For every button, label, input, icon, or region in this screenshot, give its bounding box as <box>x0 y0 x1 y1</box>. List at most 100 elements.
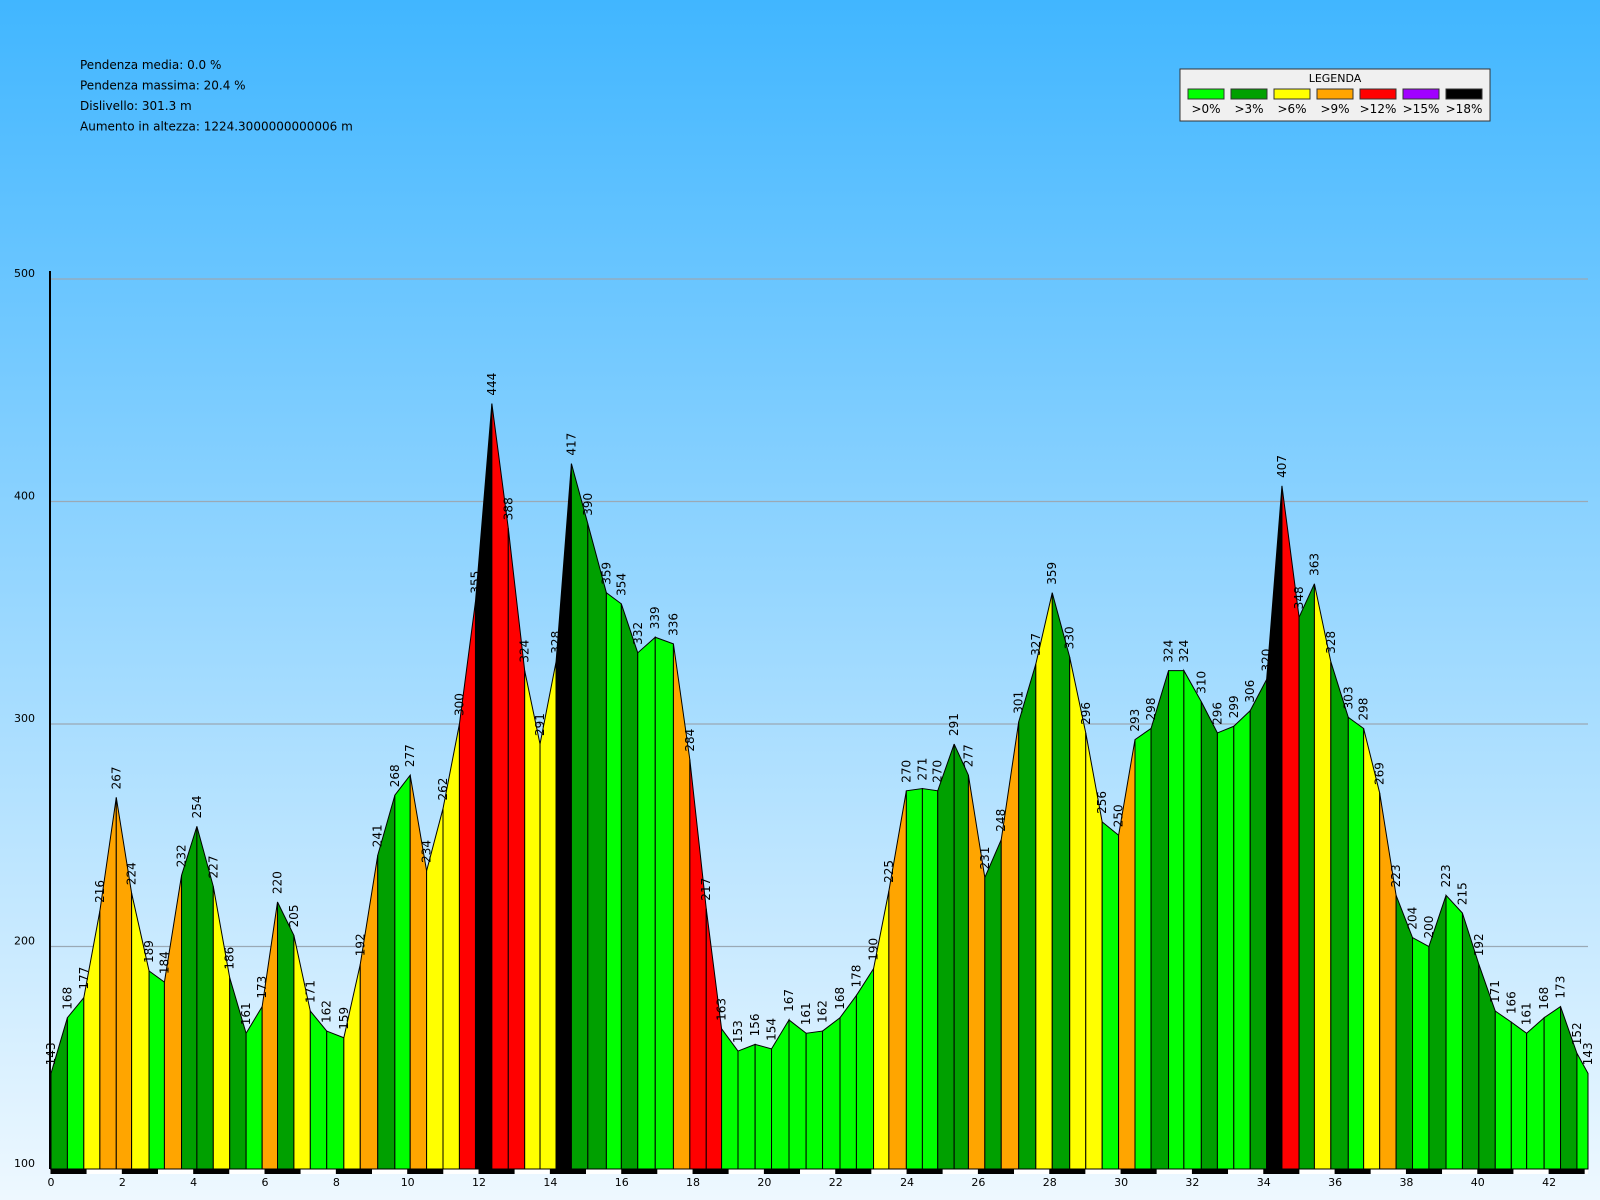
x-axis-band <box>1121 1169 1157 1174</box>
value-label: 153 <box>731 1020 745 1043</box>
value-label: 388 <box>501 497 515 520</box>
value-label: 417 <box>564 433 578 456</box>
slope-segment <box>1494 1010 1512 1170</box>
value-label: 168 <box>833 987 847 1010</box>
slope-segment <box>1395 895 1414 1170</box>
x-tick-label: 34 <box>1257 1176 1271 1189</box>
x-axis-band <box>1156 1169 1193 1174</box>
value-label: 284 <box>683 729 697 752</box>
slope-segment <box>1576 1053 1589 1170</box>
x-axis-band <box>1335 1169 1371 1174</box>
value-label: 303 <box>1341 686 1355 709</box>
slope-segment <box>1363 728 1381 1170</box>
x-axis-band <box>1584 1169 1588 1174</box>
slope-segment <box>148 969 165 1170</box>
slope-segment <box>921 787 939 1170</box>
slope-segment <box>1200 701 1218 1170</box>
legend-label: >15% <box>1403 102 1440 116</box>
value-label: 220 <box>271 871 285 894</box>
value-label: 268 <box>388 764 402 787</box>
x-tick-label: 20 <box>757 1176 771 1189</box>
value-label: 231 <box>978 847 992 870</box>
x-axis-band <box>122 1169 159 1174</box>
value-label: 168 <box>60 987 74 1010</box>
x-tick-label: 4 <box>190 1176 197 1189</box>
slope-segment <box>1330 661 1349 1170</box>
legend-title: LEGENDA <box>1309 72 1362 85</box>
x-axis-band <box>1477 1169 1514 1174</box>
y-tick-label: 400 <box>14 490 35 503</box>
slope-segment <box>1069 657 1087 1170</box>
value-label: 205 <box>287 904 301 927</box>
slope-segment <box>1101 820 1120 1170</box>
value-label: 348 <box>1292 586 1306 609</box>
slope-segment <box>539 661 557 1170</box>
value-label: 262 <box>436 778 450 801</box>
value-label: 186 <box>223 947 237 970</box>
value-label: 298 <box>1357 698 1371 721</box>
slope-segment <box>984 839 1002 1170</box>
value-label: 250 <box>1112 804 1126 827</box>
legend-label: >9% <box>1320 102 1349 116</box>
stat-text: Dislivello: 301.3 m <box>80 99 192 113</box>
value-label: 298 <box>1144 698 1158 721</box>
value-label: 217 <box>699 878 713 901</box>
slope-segment <box>277 901 295 1170</box>
slope-segment <box>1347 716 1365 1170</box>
x-tick-label: 32 <box>1185 1176 1199 1189</box>
slope-segment <box>1134 727 1152 1170</box>
legend-label: >12% <box>1360 102 1397 116</box>
legend-swatch <box>1359 88 1397 100</box>
value-label: 178 <box>849 965 863 988</box>
value-label: 293 <box>1128 709 1142 732</box>
slope-segment <box>587 523 607 1170</box>
x-tick-label: 18 <box>686 1176 700 1189</box>
slope-segment <box>1035 592 1053 1170</box>
x-tick-label: 40 <box>1471 1176 1485 1189</box>
value-label: 232 <box>175 844 189 867</box>
value-label: 267 <box>109 767 123 790</box>
x-tick-label: 2 <box>119 1176 126 1189</box>
x-axis-band <box>871 1169 908 1174</box>
x-axis-band <box>51 1169 87 1174</box>
value-label: 291 <box>947 713 961 736</box>
value-label: 354 <box>614 573 628 596</box>
slope-segment <box>937 743 955 1170</box>
x-axis-band <box>1192 1169 1229 1174</box>
value-label: 324 <box>518 640 532 663</box>
x-axis-band <box>372 1169 408 1174</box>
slope-segment <box>394 773 411 1170</box>
slope-segment <box>905 787 923 1170</box>
slope-segment <box>1018 663 1037 1170</box>
x-tick-label: 10 <box>401 1176 415 1189</box>
x-axis-band <box>942 1169 979 1174</box>
x-axis-band <box>1549 1169 1585 1174</box>
stat-text: Pendenza media: 0.0 % <box>80 58 221 72</box>
value-label: 223 <box>1439 864 1453 887</box>
value-label: 327 <box>1029 633 1043 656</box>
value-label: 154 <box>765 1018 779 1041</box>
value-label: 328 <box>1324 631 1338 654</box>
value-label: 166 <box>1504 991 1518 1014</box>
value-label: 270 <box>931 760 945 783</box>
legend-label: >3% <box>1234 102 1263 116</box>
x-axis-band <box>621 1169 658 1174</box>
x-axis-band <box>657 1169 694 1174</box>
value-label: 299 <box>1227 695 1241 718</box>
stat-text: Aumento in altezza: 1224.3000000000006 m <box>80 120 353 134</box>
value-label: 310 <box>1194 671 1208 694</box>
x-tick-label: 6 <box>262 1176 269 1189</box>
legend-label: >18% <box>1446 102 1483 116</box>
value-label: 336 <box>666 613 680 636</box>
value-label: 256 <box>1095 791 1109 814</box>
value-label: 359 <box>1045 562 1059 585</box>
value-label: 355 <box>468 571 482 594</box>
x-axis-band <box>336 1169 373 1174</box>
value-label: 324 <box>1177 640 1191 663</box>
slope-segment <box>326 1030 345 1170</box>
x-axis-band <box>265 1169 301 1174</box>
x-axis-band <box>1513 1169 1550 1174</box>
value-label: 192 <box>353 933 367 956</box>
slope-segment <box>245 1004 263 1170</box>
